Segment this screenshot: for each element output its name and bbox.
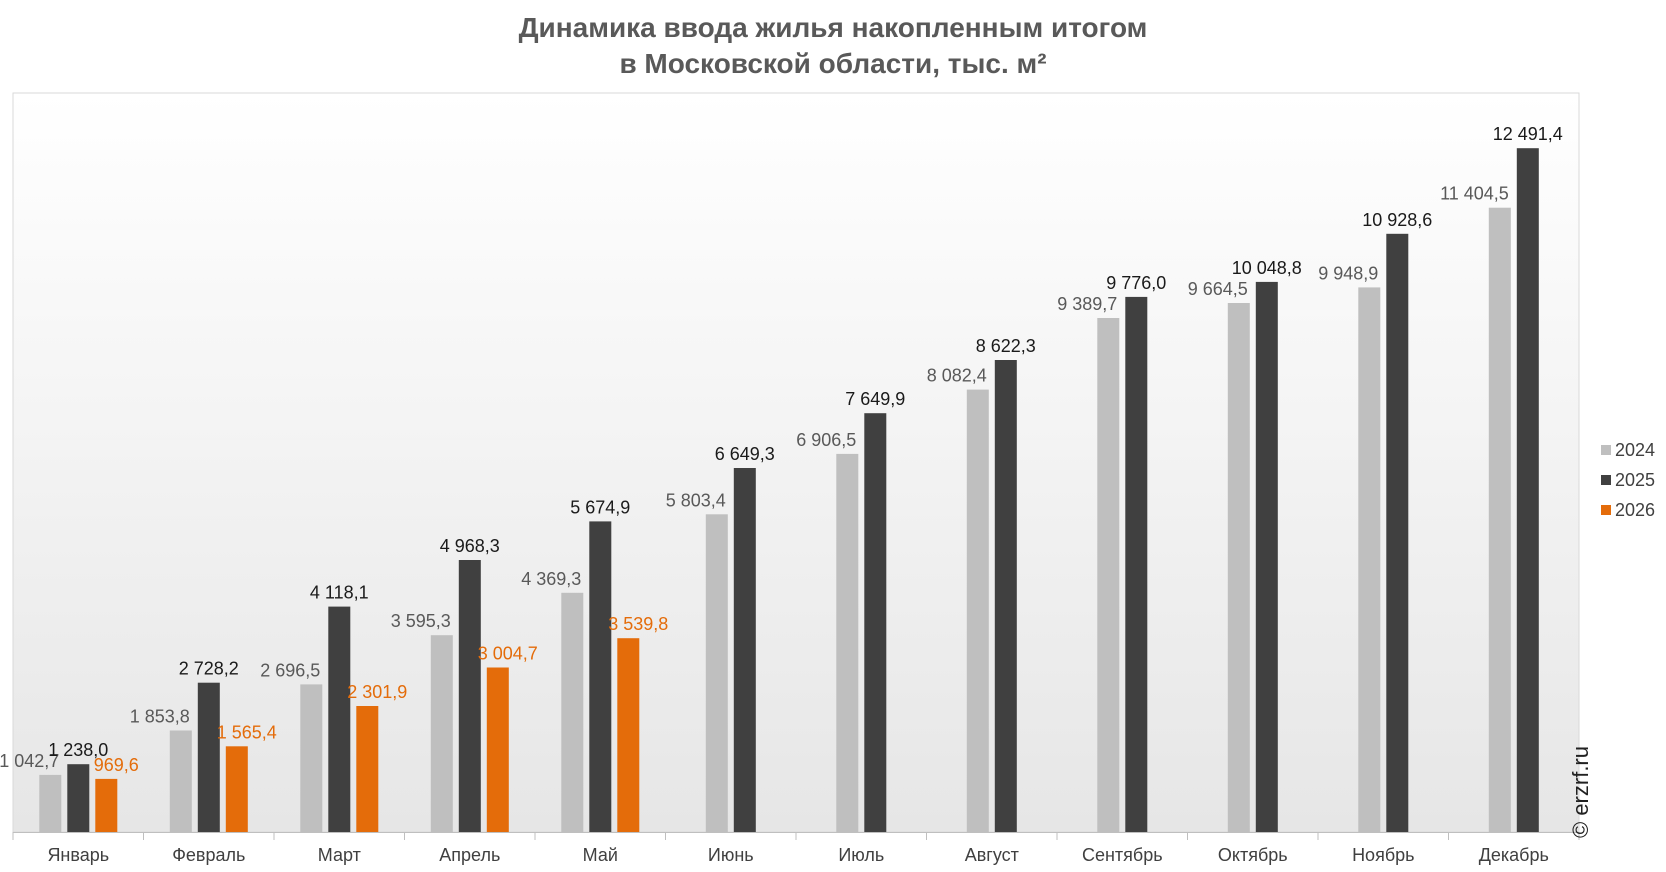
bar-2025-8	[1125, 296, 1148, 832]
plot-area	[12, 92, 1580, 833]
bar-2024-1	[169, 730, 192, 832]
data-label-2024-7: 8 082,4	[927, 366, 987, 386]
x-tick-label: Март	[318, 845, 361, 865]
bar-2026-4	[617, 638, 640, 832]
data-label-2024-0: 1 042,7	[0, 751, 59, 771]
data-label-2025-5: 6 649,3	[715, 444, 775, 464]
data-label-2025-7: 8 622,3	[976, 336, 1036, 356]
bar-2024-5	[705, 514, 728, 832]
x-tick-label: Август	[965, 845, 1019, 865]
data-label-2026-0: 969,6	[94, 755, 139, 775]
x-tick-label: Январь	[47, 845, 109, 865]
legend-swatch-2026	[1601, 505, 1611, 515]
bar-2024-7	[966, 389, 989, 832]
data-label-2024-11: 11 404,5	[1440, 184, 1509, 204]
bar-2026-2	[356, 706, 379, 832]
bar-2025-3	[458, 560, 481, 832]
x-tick-label: Сентябрь	[1082, 845, 1163, 865]
chart-title-line2: в Московской области, тыс. м²	[619, 48, 1047, 79]
x-tick-label: Октябрь	[1218, 845, 1288, 865]
data-label-2025-3: 4 968,3	[440, 536, 500, 556]
data-label-2026-4: 3 539,8	[608, 614, 668, 634]
data-label-2024-4: 4 369,3	[521, 569, 581, 589]
bar-2025-0	[67, 764, 90, 832]
data-label-2025-0: 1 238,0	[48, 740, 108, 760]
data-label-2024-1: 1 853,8	[130, 707, 190, 727]
x-tick-label: Февраль	[172, 845, 245, 865]
bar-2024-3	[430, 635, 453, 832]
bar-2025-4	[589, 521, 612, 832]
chart-title: Динамика ввода жилья накопленным итогом …	[0, 10, 1666, 82]
x-tick-label: Декабрь	[1479, 845, 1549, 865]
bar-2025-6	[864, 413, 887, 832]
bar-2026-1	[225, 746, 248, 832]
chart-title-line1: Динамика ввода жилья накопленным итогом	[518, 12, 1148, 43]
legend-label-2024: 2024	[1615, 440, 1656, 460]
data-label-2025-10: 10 928,6	[1362, 210, 1432, 230]
data-label-2024-3: 3 595,3	[391, 611, 451, 631]
legend-label-2025: 2025	[1615, 470, 1656, 490]
bar-2024-11	[1488, 207, 1511, 832]
bar-2025-2	[328, 606, 351, 832]
data-label-2026-3: 3 004,7	[478, 644, 538, 664]
data-label-2025-11: 12 491,4	[1493, 124, 1563, 144]
bar-2026-3	[486, 667, 509, 832]
data-label-2024-10: 9 948,9	[1318, 263, 1378, 283]
data-label-2026-1: 1 565,4	[217, 722, 277, 742]
bar-2024-6	[836, 453, 859, 832]
data-label-2025-8: 9 776,0	[1106, 273, 1166, 293]
x-tick-label: Июль	[838, 845, 884, 865]
data-label-2025-4: 5 674,9	[570, 497, 630, 517]
bar-2025-5	[733, 468, 756, 832]
x-tick-label: Июнь	[708, 845, 754, 865]
legend-label-2026: 2026	[1615, 500, 1656, 520]
data-label-2024-8: 9 389,7	[1057, 294, 1117, 314]
bar-2025-10	[1386, 233, 1409, 833]
bar-2024-9	[1227, 303, 1250, 832]
bar-2025-9	[1255, 281, 1278, 832]
bar-2024-8	[1097, 318, 1120, 832]
data-label-2025-9: 10 048,8	[1232, 258, 1302, 278]
legend-swatch-2024	[1601, 445, 1611, 455]
data-label-2025-1: 2 728,2	[179, 659, 239, 679]
bar-2024-10	[1358, 287, 1381, 832]
data-label-2026-2: 2 301,9	[347, 682, 407, 702]
data-label-2024-6: 6 906,5	[796, 430, 856, 450]
data-label-2024-5: 5 803,4	[666, 490, 726, 510]
x-tick-label: Ноябрь	[1352, 845, 1414, 865]
data-label-2024-2: 2 696,5	[260, 660, 320, 680]
bar-2025-7	[994, 360, 1017, 832]
bar-2025-1	[197, 682, 220, 832]
bar-2024-4	[561, 592, 584, 832]
data-label-2024-9: 9 664,5	[1188, 279, 1248, 299]
legend-swatch-2025	[1601, 475, 1611, 485]
bar-2025-11	[1516, 148, 1539, 832]
bar-2024-0	[39, 774, 62, 832]
bar-2024-2	[300, 684, 323, 832]
copyright-watermark: © erzrf.ru	[1568, 746, 1593, 838]
bar-2026-0	[95, 778, 118, 832]
x-tick-label: Май	[583, 845, 618, 865]
data-label-2025-6: 7 649,9	[845, 389, 905, 409]
data-label-2025-2: 4 118,1	[310, 583, 369, 603]
x-tick-label: Апрель	[439, 845, 500, 865]
